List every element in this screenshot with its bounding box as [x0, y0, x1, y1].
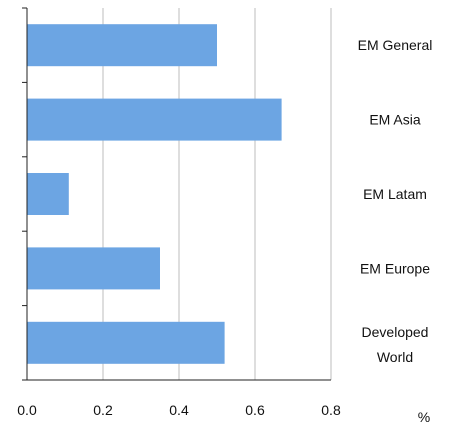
x-tick-label-3: 0.6 [245, 402, 265, 418]
unit-label: % [418, 409, 430, 424]
category-label-em-europe: EM Europe [360, 260, 430, 276]
axes [22, 7, 331, 381]
bar-em-general [27, 24, 217, 67]
bar-em-asia [27, 98, 282, 141]
x-tick-label-1: 0.2 [93, 402, 113, 418]
x-tick-label-2: 0.4 [169, 402, 189, 418]
category-label-developed-world: Developed World [362, 324, 429, 365]
bar-em-latam [27, 173, 69, 215]
bar-developed-world [27, 321, 225, 364]
category-label-em-asia: EM Asia [369, 112, 421, 128]
x-tick-label-4: 0.8 [321, 402, 341, 418]
gridlines [102, 8, 332, 380]
x-tick-label-0: 0.0 [17, 402, 37, 418]
category-label-em-latam: EM Latam [363, 186, 427, 202]
bar-em-europe [27, 247, 160, 290]
bars [27, 24, 282, 364]
category-labels: EM General EM Asia EM Latam EM Europe Develo… [358, 37, 433, 365]
category-label-em-general: EM General [358, 37, 433, 53]
x-tick-labels: 0.0 0.2 0.4 0.6 0.8 [17, 402, 341, 418]
